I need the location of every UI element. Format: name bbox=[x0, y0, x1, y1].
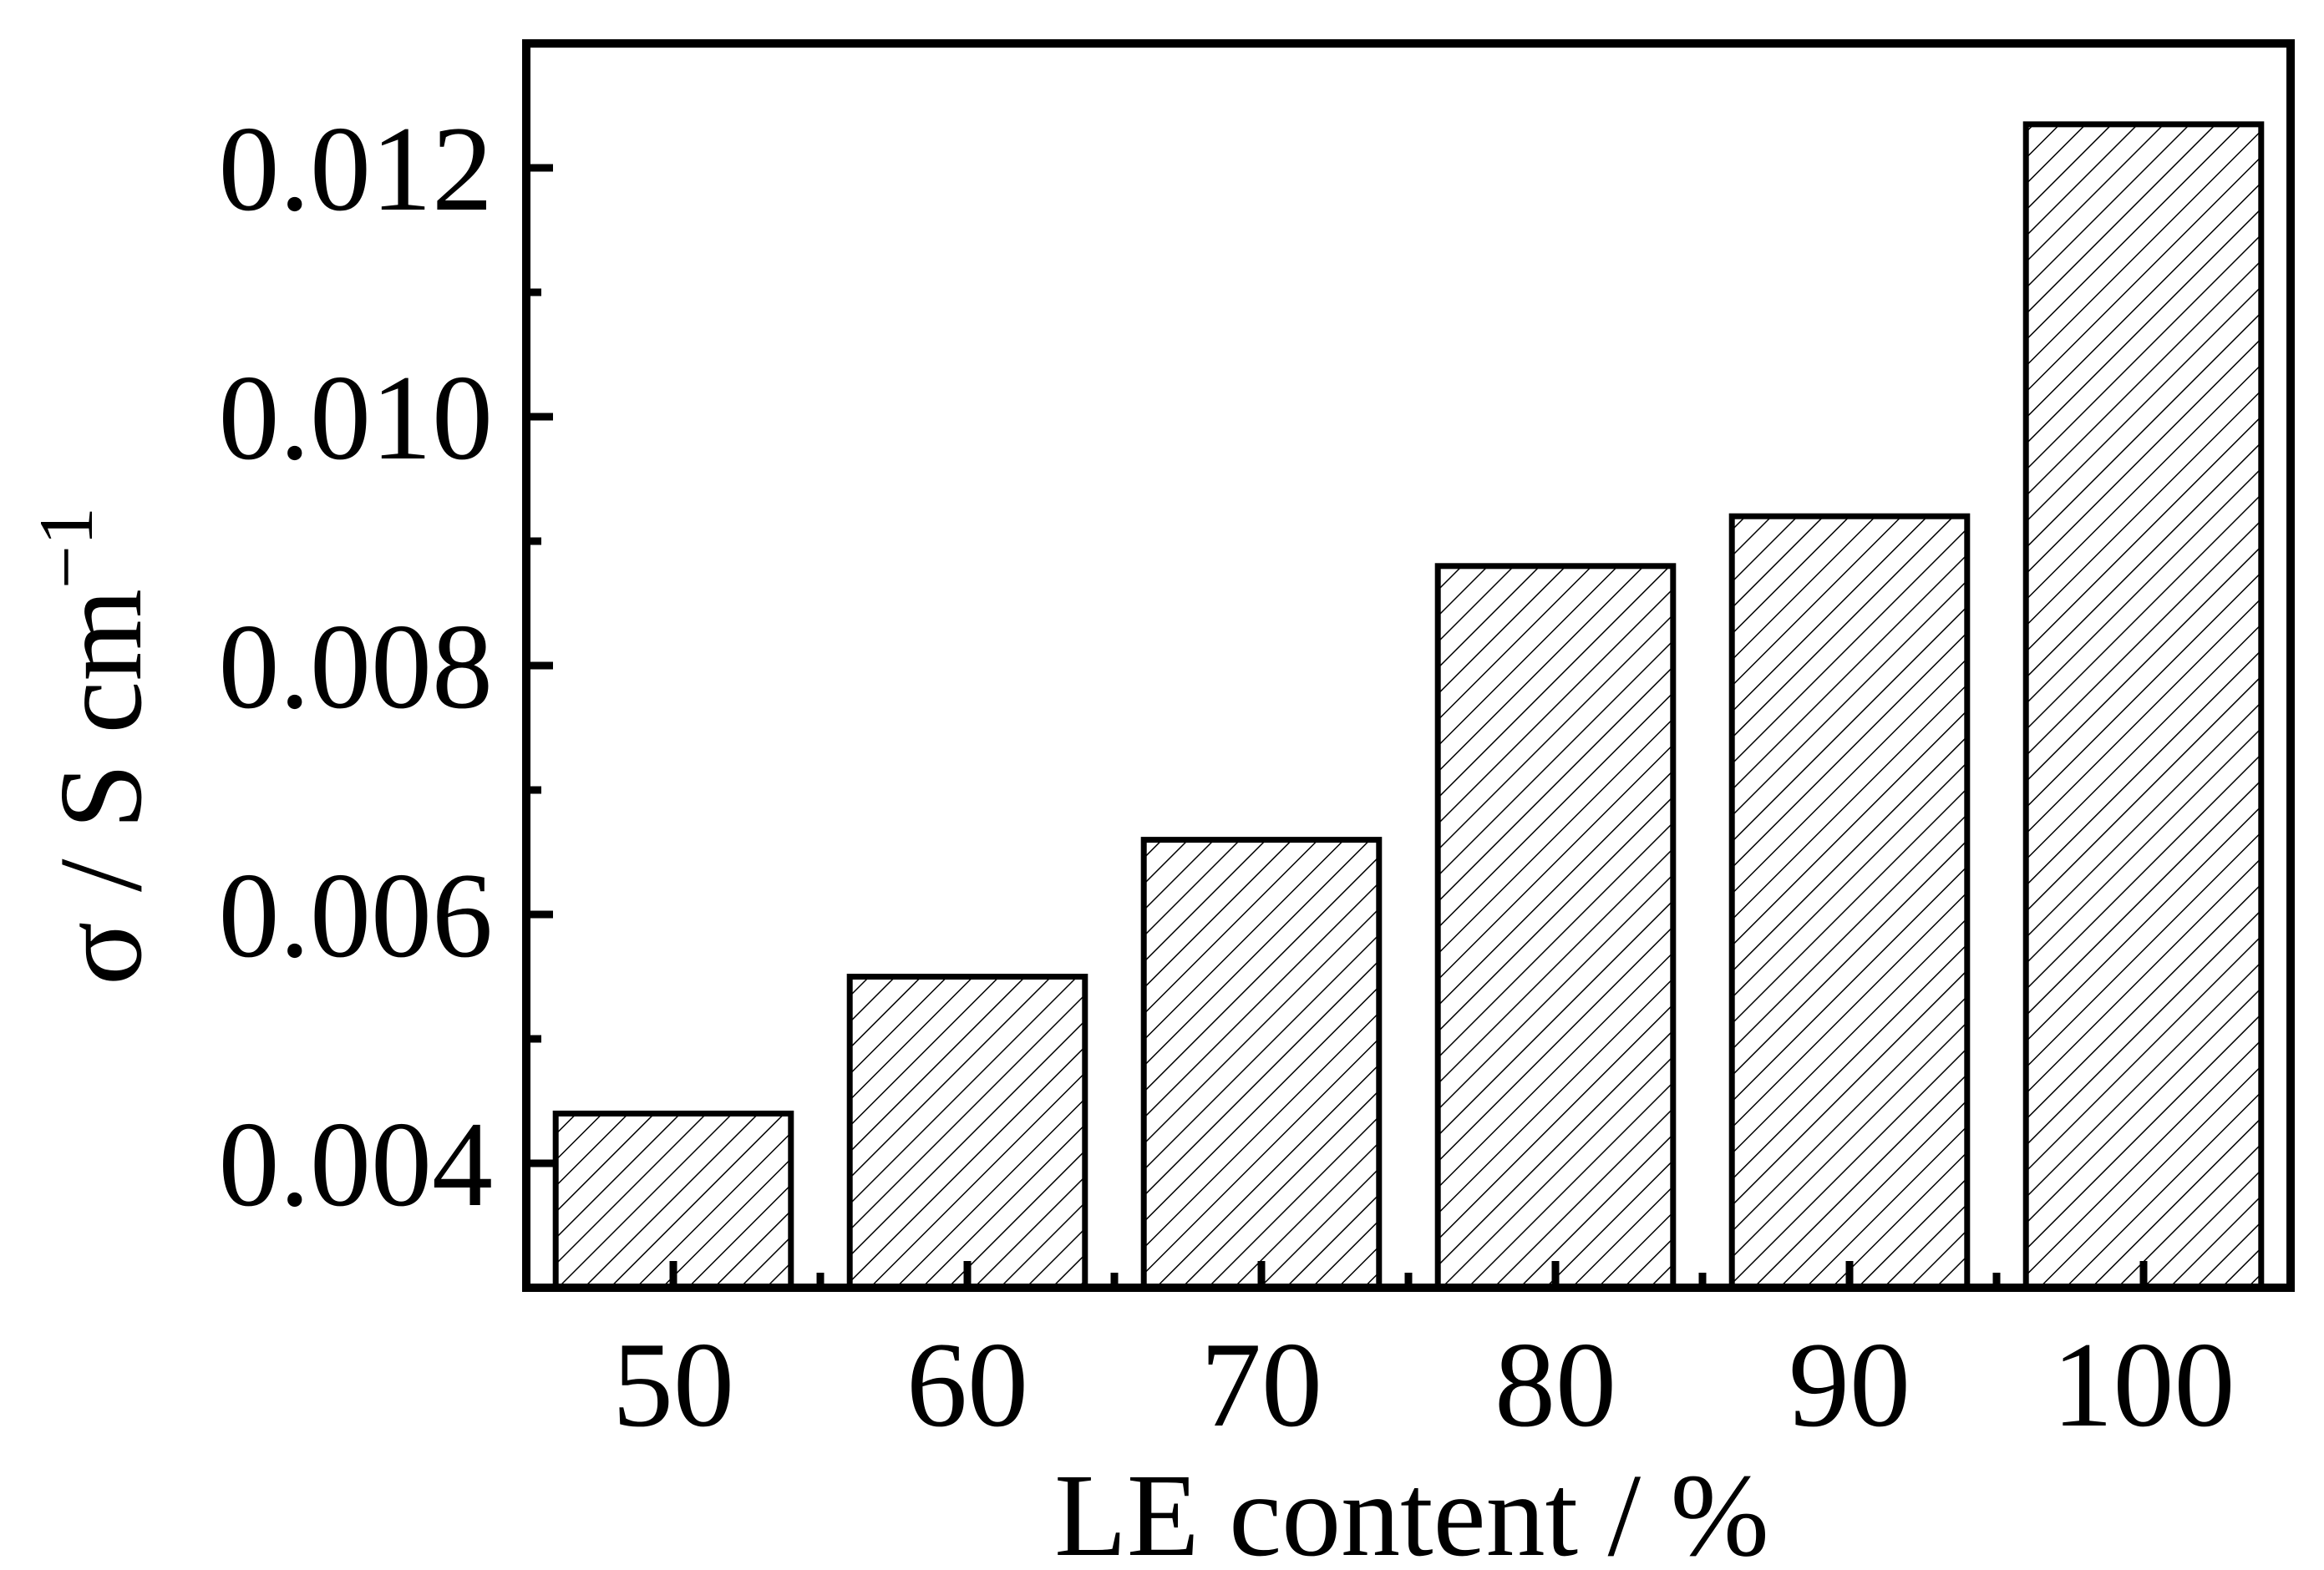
x-tick-label: 50 bbox=[612, 1317, 734, 1452]
bar-90 bbox=[1728, 513, 1971, 1291]
y-axis-title: σ / S cm−1 bbox=[23, 507, 166, 985]
bar-80 bbox=[1434, 563, 1677, 1291]
x-tick-labels: 50 60 70 80 90 100 bbox=[612, 1317, 2235, 1452]
y-tick-label: 0.012 bbox=[219, 101, 494, 236]
bar-60 bbox=[846, 974, 1088, 1291]
bars-group bbox=[552, 121, 2265, 1291]
x-tick-label: 90 bbox=[1789, 1317, 1910, 1452]
y-axis-title-superscript: −1 bbox=[23, 507, 109, 589]
bar-100 bbox=[2022, 121, 2265, 1291]
y-tick-label: 0.006 bbox=[219, 848, 494, 983]
y-tick-label: 0.004 bbox=[219, 1096, 494, 1232]
y-axis-ticks bbox=[526, 164, 553, 1167]
bar-50 bbox=[552, 1110, 794, 1291]
y-tick-label: 0.010 bbox=[219, 350, 494, 485]
x-tick-label: 70 bbox=[1200, 1317, 1322, 1452]
x-axis-title: LE content / % bbox=[1054, 1449, 1769, 1570]
y-tick-labels: 0.004 0.006 0.008 0.010 0.012 bbox=[219, 101, 494, 1232]
x-tick-label: 100 bbox=[2053, 1317, 2235, 1452]
bar-70 bbox=[1140, 837, 1383, 1291]
x-tick-label: 80 bbox=[1494, 1317, 1616, 1452]
x-axis-ticks bbox=[669, 1261, 2148, 1288]
x-tick-label: 60 bbox=[906, 1317, 1028, 1452]
y-tick-label: 0.008 bbox=[219, 599, 494, 734]
y-axis-title-main: σ / S cm bbox=[34, 589, 166, 985]
